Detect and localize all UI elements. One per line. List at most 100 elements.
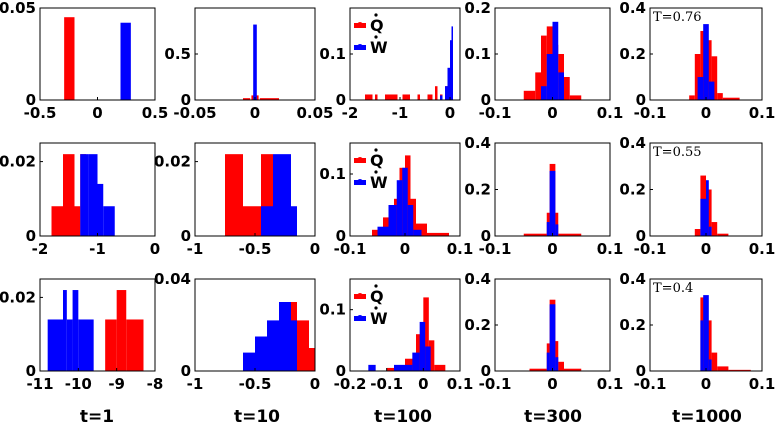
legend-label-w-r1c3: W xyxy=(370,38,388,57)
ytick-label-r2c4-0: 0 xyxy=(481,227,491,245)
xtick-label-r3c5-2: 0.1 xyxy=(749,375,776,393)
bar-w-r3c5-0 xyxy=(700,320,704,371)
xtick-label-r1c4-0: -0.1 xyxy=(479,104,512,122)
bar-q-r1c5-4 xyxy=(711,56,718,100)
axes-frame-r1c3 xyxy=(349,7,461,101)
bar-w-r2c3-0 xyxy=(377,226,389,236)
ytick-label-r1c4-1: 0.1 xyxy=(464,45,491,63)
xtick-label-r2c3-2: 0.1 xyxy=(447,240,474,258)
bar-q-r1c3-0 xyxy=(365,94,373,100)
xtick-label-r2c1-2: 0 xyxy=(150,240,160,258)
legend-marker-q-r1c3 xyxy=(357,22,363,28)
bar-q-r3c3-1 xyxy=(405,358,416,371)
ytick-label-r1c4-0: 0 xyxy=(481,91,491,109)
column-label-t10: t=10 xyxy=(234,407,280,427)
ytick-label-r3c2-0: 0 xyxy=(181,362,191,380)
bar-q-r1c2-3 xyxy=(259,98,279,100)
ytick-label-r1c5-0: 0 xyxy=(636,91,646,109)
xtick-label-r2c2-2: 0 xyxy=(310,240,320,258)
xtick-label-r1c3-0: -2 xyxy=(342,104,359,122)
bar-w-r1c3-4 xyxy=(451,26,453,100)
panel-r3c1: -11 -10 -9 -8 0 0.02 xyxy=(0,278,163,393)
panel-r3c2: -1 -0.5 0 0 0.04 xyxy=(154,270,320,393)
xtick-label-r3c4-2: 0.1 xyxy=(597,375,624,393)
xtick-label-r2c4-0: -0.1 xyxy=(479,240,512,258)
xtick-label-r1c4-2: 0.1 xyxy=(597,104,624,122)
bar-q-r1c3-6 xyxy=(435,86,438,100)
bar-q-r3c3-5 xyxy=(434,364,446,371)
xtick-label-r3c1-1: -10 xyxy=(65,375,92,393)
ytick-label-r3c4-2: 0.4 xyxy=(464,270,491,288)
bar-w-r3c1-2 xyxy=(66,319,73,371)
bar-w-r2c3-4 xyxy=(407,205,414,236)
panel-r2c2: -1 -0.5 0 0 0.02 xyxy=(154,142,320,258)
bar-q-r2c5-3 xyxy=(711,222,718,236)
bar-w-r1c1-0 xyxy=(120,22,131,100)
legend-dot-w-r2c3 xyxy=(374,170,378,174)
bar-q-r3c3-4 xyxy=(428,340,435,371)
bar-q-r3c4-3 xyxy=(555,341,559,371)
ytick-label-r2c3-1: 0.1 xyxy=(319,165,346,183)
panel-r1c3: -2 -1 0 0 0.1 QW xyxy=(319,7,461,122)
ytick-label-r1c3-1: 0.1 xyxy=(319,45,346,63)
bar-w-r1c2-0 xyxy=(253,24,257,101)
bar-w-r1c3-1 xyxy=(445,86,448,100)
bar-w-r2c3-1 xyxy=(388,205,397,236)
legend-label-w-r3c3: W xyxy=(370,309,388,328)
bar-q-r3c1-1 xyxy=(116,290,127,371)
xtick-label-r3c5-1: 0 xyxy=(701,375,711,393)
bar-w-r2c5-2 xyxy=(708,226,712,236)
bar-w-r2c3-3 xyxy=(402,167,408,236)
bar-w-r2c1-0 xyxy=(80,154,89,236)
bar-w-r1c4-0 xyxy=(541,86,547,100)
ytick-label-r2c2-0: 0 xyxy=(181,227,191,245)
bar-w-r3c5-2 xyxy=(708,359,712,371)
bar-q-r3c5-2 xyxy=(711,352,718,371)
xtick-label-r3c5-0: -0.1 xyxy=(634,375,667,393)
bar-w-r2c5-1 xyxy=(706,180,709,236)
ytick-label-r2c5-2: 0.4 xyxy=(619,134,646,152)
bar-q-r3c4-0 xyxy=(529,368,547,371)
column-label-t1: t=1 xyxy=(80,407,114,427)
bar-w-r2c1-1 xyxy=(88,154,98,236)
bar-q-r2c4-3 xyxy=(555,212,559,236)
xtick-label-r2c4-2: 0.1 xyxy=(597,240,624,258)
xtick-label-r3c1-2: -9 xyxy=(108,375,125,393)
ytick-label-r2c2-1: 0.02 xyxy=(154,153,191,171)
xtick-label-r3c3-2: 0 xyxy=(418,375,428,393)
bar-w-r3c1-1 xyxy=(63,290,67,371)
bar-w-r3c3-3 xyxy=(419,321,426,371)
bar-w-r3c3-4 xyxy=(425,346,431,371)
bar-q-r1c5-0 xyxy=(689,95,695,100)
xtick-label-r1c2-1: 0 xyxy=(250,104,260,122)
xtick-label-r3c3-0: -0.2 xyxy=(334,375,367,393)
axes-frame-r1c1 xyxy=(39,7,156,101)
bar-q-r3c4-4 xyxy=(558,361,564,371)
xtick-label-r1c2-2: 0.05 xyxy=(296,104,333,122)
legend-label-q-r2c3: Q xyxy=(370,151,384,170)
bar-w-r3c3-1 xyxy=(394,364,413,371)
panel-r3c3: -0.2 -0.1 0 0.1 0 0.1 QW xyxy=(319,278,474,393)
bar-q-r3c2-1 xyxy=(309,348,315,371)
bar-w-r3c3-2 xyxy=(412,352,420,371)
panel-r1c4: -0.1 0 0.100.10.2 xyxy=(464,0,623,122)
xtick-label-r2c1-0: -2 xyxy=(32,240,49,258)
legend-dot-w-r3c3 xyxy=(374,306,378,310)
axes-frame-r3c1 xyxy=(39,278,156,372)
legend-marker-w-r2c3 xyxy=(357,179,363,185)
column-label-t100: t=100 xyxy=(374,407,432,427)
bar-w-r1c5-2 xyxy=(708,81,715,100)
bar-w-r3c1-3 xyxy=(72,290,79,371)
bar-w-r3c2-2 xyxy=(267,320,279,371)
xtick-label-r3c3-3: 0.1 xyxy=(447,375,474,393)
bar-w-r2c4-0 xyxy=(546,222,550,236)
bar-q-r2c2-0 xyxy=(225,154,243,236)
bar-q-r2c1-0 xyxy=(51,206,63,236)
panel-r2c3: -0.1 0 0.100.1QW xyxy=(319,142,474,258)
ytick-label-r1c2-0: 0 xyxy=(181,91,191,109)
bar-q-r3c5-4 xyxy=(728,369,751,371)
ytick-label-r2c3-0: 0 xyxy=(336,227,346,245)
legend-marker-q-r2c3 xyxy=(357,157,363,163)
bar-q-r3c4-5 xyxy=(564,368,582,371)
